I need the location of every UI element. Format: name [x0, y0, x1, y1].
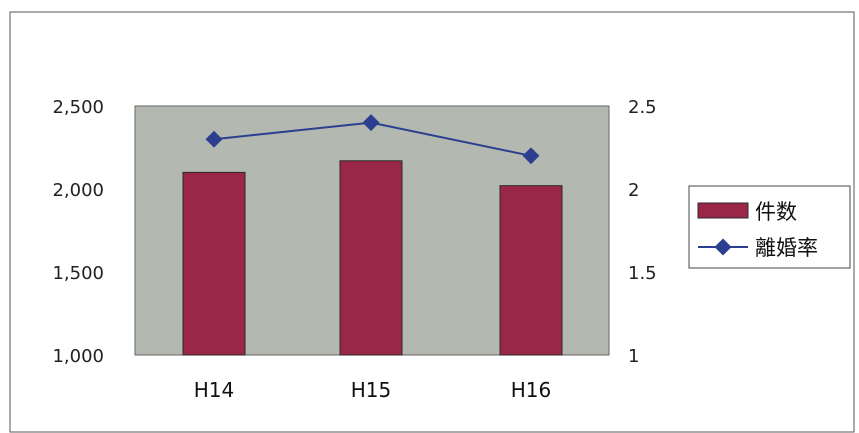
- legend-diamond-marker: [714, 238, 732, 256]
- right-tick-label: 2: [628, 180, 639, 201]
- legend-box: [688, 185, 851, 269]
- x-tick-label: H14: [194, 378, 235, 402]
- left-tick-label: 1,000: [52, 346, 104, 367]
- x-axis: H14 H15 H16: [194, 378, 552, 402]
- right-tick-label: 2.5: [628, 97, 657, 118]
- left-axis: 1,000 1,500 2,000 2,500: [52, 97, 104, 367]
- bar-series: [182, 160, 563, 356]
- line-series: [205, 114, 540, 165]
- rate-point-h15: [362, 114, 380, 132]
- left-tick-label: 2,000: [52, 180, 104, 201]
- bar-h15: [339, 160, 403, 356]
- rate-point-h16: [522, 147, 540, 165]
- legend-label-line: 離婚率: [755, 236, 818, 260]
- legend-label-bar: 件数: [755, 200, 797, 224]
- x-tick-label: H15: [351, 378, 392, 402]
- bar-h14: [182, 171, 246, 356]
- bar-h16: [499, 185, 563, 356]
- right-tick-label: 1: [628, 346, 639, 367]
- right-axis: 1 1.5 2 2.5: [628, 97, 657, 367]
- x-tick-label: H16: [511, 378, 552, 402]
- legend-bar-swatch: [697, 202, 749, 219]
- right-tick-label: 1.5: [628, 263, 657, 284]
- legend: 件数 離婚率: [688, 185, 851, 269]
- left-tick-label: 2,500: [52, 97, 104, 118]
- rate-point-h14: [205, 130, 223, 148]
- left-tick-label: 1,500: [52, 263, 104, 284]
